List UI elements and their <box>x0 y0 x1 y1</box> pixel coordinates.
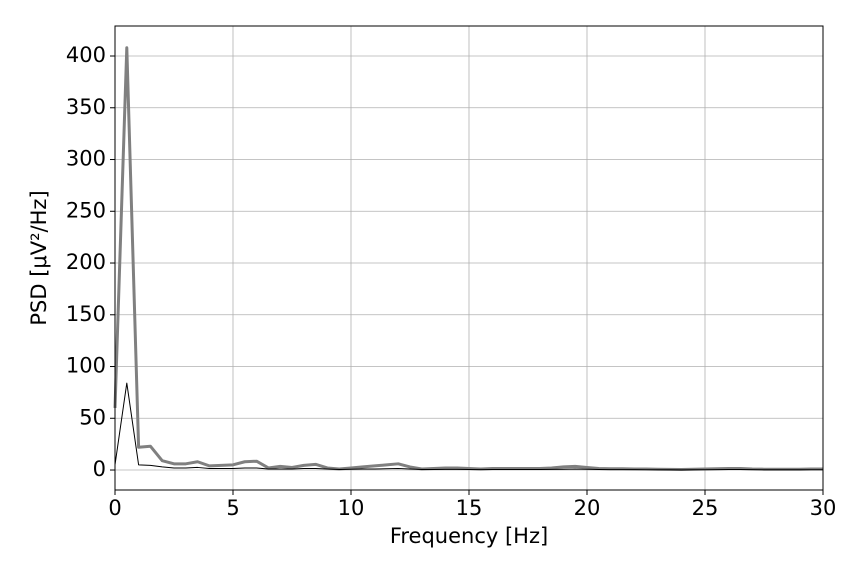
x-tick-label: 20 <box>574 496 601 520</box>
y-tick-label: 150 <box>66 302 106 326</box>
y-axis-label: PSD [μV²/Hz] <box>27 190 51 325</box>
y-tick-label: 100 <box>66 354 106 378</box>
x-tick-label: 0 <box>108 496 121 520</box>
x-tick-label: 10 <box>338 496 365 520</box>
plot-frame <box>114 25 824 491</box>
x-tick-label: 30 <box>810 496 837 520</box>
x-tick-label: 25 <box>692 496 719 520</box>
y-tick-label: 0 <box>93 457 106 481</box>
y-tick-label: 250 <box>66 198 106 222</box>
line <box>114 382 823 471</box>
y-tick-label: 350 <box>66 95 106 119</box>
line <box>113 46 823 472</box>
y-tick-label: 50 <box>79 405 106 429</box>
y-tick-label: 400 <box>66 43 106 67</box>
y-tick-label: 200 <box>66 250 106 274</box>
x-tick-label: 15 <box>456 496 483 520</box>
y-tick-label: 300 <box>66 147 106 171</box>
x-axis-label: Frequency [Hz] <box>390 524 548 548</box>
x-tick-label: 5 <box>226 496 239 520</box>
